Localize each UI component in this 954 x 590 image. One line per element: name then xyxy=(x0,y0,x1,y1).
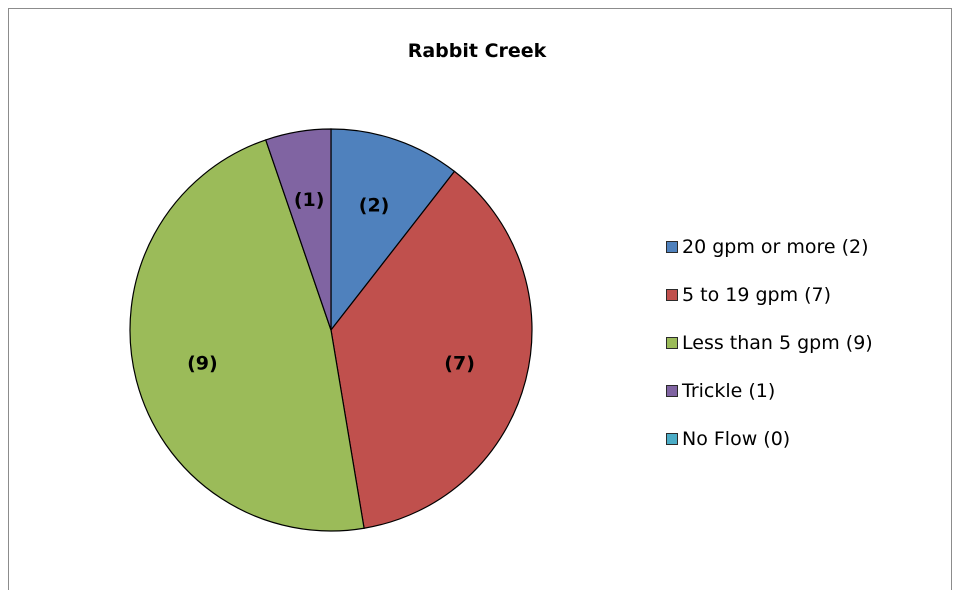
legend-label: 5 to 19 gpm (7) xyxy=(682,284,832,306)
legend-swatch xyxy=(666,289,678,301)
pie-slice xyxy=(330,170,533,529)
legend: 20 gpm or more (2) 5 to 19 gpm (7) Less th… xyxy=(666,223,873,463)
legend-swatch xyxy=(666,337,678,349)
legend-item: 20 gpm or more (2) xyxy=(666,223,873,271)
pie-slice xyxy=(330,128,456,332)
legend-swatch xyxy=(666,241,678,253)
legend-label: Trickle (1) xyxy=(682,380,776,402)
slice-data-label: (7) xyxy=(444,353,475,375)
slice-data-label: (1) xyxy=(294,189,325,211)
legend-label: No Flow (0) xyxy=(682,428,791,450)
slice-data-label: (9) xyxy=(187,353,218,375)
legend-item: 5 to 19 gpm (7) xyxy=(666,271,873,319)
legend-swatch xyxy=(666,385,678,397)
legend-item: Trickle (1) xyxy=(666,367,873,415)
pie-slice xyxy=(129,139,365,532)
slice-data-label: (2) xyxy=(359,195,390,217)
legend-item: No Flow (0) xyxy=(666,415,873,463)
legend-swatch xyxy=(666,433,678,445)
pie-slice xyxy=(264,128,332,331)
legend-item: Less than 5 gpm (9) xyxy=(666,319,873,367)
legend-label: 20 gpm or more (2) xyxy=(682,236,869,258)
legend-label: Less than 5 gpm (9) xyxy=(682,332,873,354)
chart-title: Rabbit Creek xyxy=(407,40,547,62)
